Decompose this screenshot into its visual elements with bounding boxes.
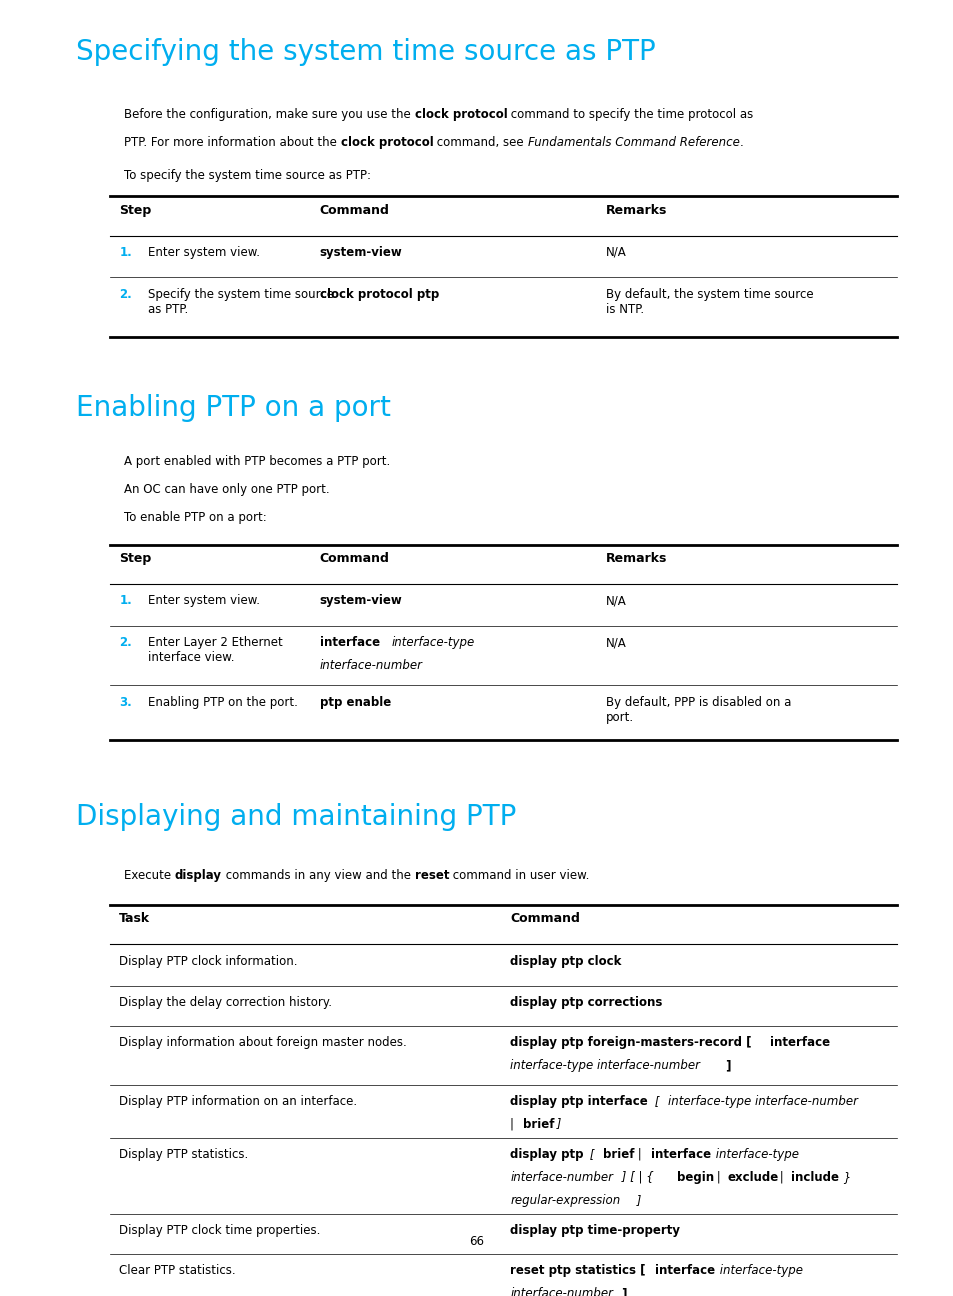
Text: N/A: N/A — [605, 636, 626, 649]
Text: command in user view.: command in user view. — [449, 870, 589, 883]
Text: Step: Step — [119, 203, 152, 216]
Text: 1.: 1. — [119, 595, 132, 608]
Text: ]: ] — [632, 1194, 640, 1207]
Text: Command: Command — [319, 552, 389, 565]
Text: Execute: Execute — [124, 870, 174, 883]
Text: begin: begin — [677, 1170, 714, 1183]
Text: Enter Layer 2 Ethernet
interface view.: Enter Layer 2 Ethernet interface view. — [148, 636, 282, 664]
Text: interface-number: interface-number — [510, 1170, 613, 1183]
Text: system-view: system-view — [319, 595, 402, 608]
Text: display ptp time-property: display ptp time-property — [510, 1223, 679, 1236]
Text: interface-type interface-number: interface-type interface-number — [667, 1095, 857, 1108]
Text: .: . — [739, 136, 742, 149]
Text: ]: ] — [553, 1117, 561, 1130]
Text: [: [ — [585, 1148, 598, 1161]
Text: Remarks: Remarks — [605, 552, 666, 565]
Text: Specify the system time source
as PTP.: Specify the system time source as PTP. — [148, 288, 334, 316]
Text: Display PTP clock time properties.: Display PTP clock time properties. — [119, 1223, 320, 1236]
Text: Command: Command — [319, 203, 389, 216]
Text: display ptp: display ptp — [510, 1148, 583, 1161]
Text: clock protocol ptp: clock protocol ptp — [319, 288, 438, 301]
Text: display ptp interface: display ptp interface — [510, 1095, 647, 1108]
Text: ] [ | {: ] [ | { — [618, 1170, 657, 1183]
Text: brief: brief — [522, 1117, 554, 1130]
Text: exclude: exclude — [727, 1170, 779, 1183]
Text: Command: Command — [510, 912, 579, 925]
Text: ]: ] — [721, 1059, 731, 1072]
Text: |: | — [510, 1117, 517, 1130]
Text: Task: Task — [119, 912, 151, 925]
Text: display ptp corrections: display ptp corrections — [510, 995, 662, 1008]
Text: 1.: 1. — [119, 246, 132, 259]
Text: N/A: N/A — [605, 595, 626, 608]
Text: Specifying the system time source as PTP: Specifying the system time source as PTP — [76, 38, 656, 66]
Text: |: | — [634, 1148, 645, 1161]
Text: Enabling PTP on the port.: Enabling PTP on the port. — [148, 696, 297, 709]
Text: ]: ] — [618, 1287, 627, 1296]
Text: interface-type: interface-type — [391, 636, 474, 649]
Text: 66: 66 — [469, 1235, 484, 1248]
Text: Display the delay correction history.: Display the delay correction history. — [119, 995, 332, 1008]
Text: 2.: 2. — [119, 636, 132, 649]
Text: commands in any view and the: commands in any view and the — [222, 870, 415, 883]
Text: By default, PPP is disabled on a
port.: By default, PPP is disabled on a port. — [605, 696, 790, 723]
Text: clock protocol: clock protocol — [340, 136, 433, 149]
Text: Display PTP information on an interface.: Display PTP information on an interface. — [119, 1095, 357, 1108]
Text: 2.: 2. — [119, 288, 132, 301]
Text: display: display — [174, 870, 222, 883]
Text: interface-type: interface-type — [711, 1148, 798, 1161]
Text: To enable PTP on a port:: To enable PTP on a port: — [124, 511, 267, 524]
Text: interface: interface — [650, 1148, 710, 1161]
Text: display ptp foreign-masters-record [: display ptp foreign-masters-record [ — [510, 1037, 755, 1050]
Text: interface-number: interface-number — [510, 1287, 613, 1296]
Text: clock protocol: clock protocol — [415, 108, 507, 121]
Text: interface-type interface-number: interface-type interface-number — [510, 1059, 700, 1072]
Text: include: include — [790, 1170, 838, 1183]
Text: Remarks: Remarks — [605, 203, 666, 216]
Text: [: [ — [650, 1095, 662, 1108]
Text: command, see: command, see — [433, 136, 527, 149]
Text: regular-expression: regular-expression — [510, 1194, 620, 1207]
Text: command to specify the time protocol as: command to specify the time protocol as — [507, 108, 753, 121]
Text: Fundamentals Command Reference: Fundamentals Command Reference — [527, 136, 739, 149]
Text: brief: brief — [602, 1148, 634, 1161]
Text: reset: reset — [415, 870, 449, 883]
Text: To specify the system time source as PTP:: To specify the system time source as PTP… — [124, 168, 371, 181]
Text: Enter system view.: Enter system view. — [148, 246, 259, 259]
Text: interface-type: interface-type — [716, 1265, 802, 1278]
Text: ptp enable: ptp enable — [319, 696, 391, 709]
Text: Display PTP statistics.: Display PTP statistics. — [119, 1148, 248, 1161]
Text: Step: Step — [119, 552, 152, 565]
Text: system-view: system-view — [319, 246, 402, 259]
Text: A port enabled with PTP becomes a PTP port.: A port enabled with PTP becomes a PTP po… — [124, 455, 390, 468]
Text: By default, the system time source
is NTP.: By default, the system time source is NT… — [605, 288, 813, 316]
Text: |: | — [775, 1170, 786, 1183]
Text: Display PTP clock information.: Display PTP clock information. — [119, 955, 297, 968]
Text: |: | — [712, 1170, 723, 1183]
Text: Display information about foreign master nodes.: Display information about foreign master… — [119, 1037, 407, 1050]
Text: Before the configuration, make sure you use the: Before the configuration, make sure you … — [124, 108, 415, 121]
Text: reset ptp statistics [: reset ptp statistics [ — [510, 1265, 649, 1278]
Text: Enter system view.: Enter system view. — [148, 595, 259, 608]
Text: interface: interface — [769, 1037, 829, 1050]
Text: Enabling PTP on a port: Enabling PTP on a port — [76, 394, 391, 422]
Text: display ptp clock: display ptp clock — [510, 955, 621, 968]
Text: Clear PTP statistics.: Clear PTP statistics. — [119, 1265, 235, 1278]
Text: interface: interface — [319, 636, 383, 649]
Text: }: } — [840, 1170, 851, 1183]
Text: interface: interface — [655, 1265, 715, 1278]
Text: interface-number: interface-number — [319, 658, 422, 671]
Text: 3.: 3. — [119, 696, 132, 709]
Text: PTP. For more information about the: PTP. For more information about the — [124, 136, 340, 149]
Text: An OC can have only one PTP port.: An OC can have only one PTP port. — [124, 482, 330, 496]
Text: Displaying and maintaining PTP: Displaying and maintaining PTP — [76, 804, 517, 831]
Text: N/A: N/A — [605, 246, 626, 259]
